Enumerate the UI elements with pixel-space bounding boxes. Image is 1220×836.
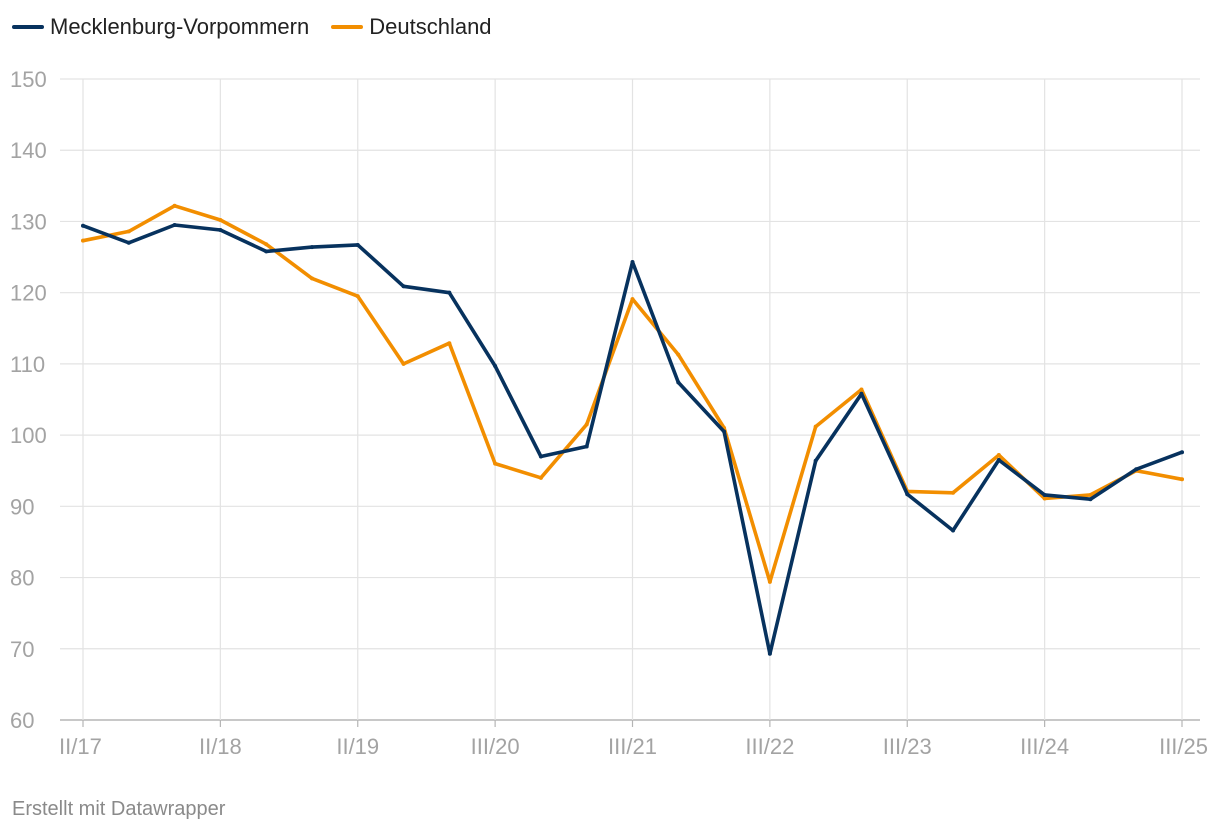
x-tick-label-ii-17: II/17 [59,734,102,759]
data-point-mecklenburg-vorpommern-0 [81,223,85,228]
y-tick-label-130: 130 [10,209,47,234]
data-point-deutschland-9 [493,461,498,466]
data-point-deutschland-22 [1088,492,1093,497]
data-point-mecklenburg-vorpommern-4 [264,249,269,254]
data-point-deutschland-19 [951,490,956,495]
data-point-mecklenburg-vorpommern-24 [1180,450,1184,455]
data-point-mecklenburg-vorpommern-18 [905,492,910,497]
data-point-deutschland-5 [309,276,314,281]
x-axis-labels: II/17 II/18 II/19 III/20 III/21 III/22 III/23 I… [59,734,1208,759]
data-point-deutschland-21 [1042,496,1047,501]
legend-item-deutschland: Deutschland [331,14,492,40]
data-point-mecklenburg-vorpommern-22 [1088,497,1093,502]
data-point-mecklenburg-vorpommern-1 [126,240,131,245]
data-point-mecklenburg-vorpommern-15 [767,651,772,656]
data-point-deutschland-20 [996,453,1001,458]
legend-swatch-deutschland [331,25,364,29]
y-tick-label-120: 120 [10,281,47,306]
data-point-deutschland-2 [172,203,177,208]
y-tick-label-70: 70 [10,637,34,662]
legend-label-mecklenburg-vorpommern: Mecklenburg-Vorpommern [50,14,310,39]
y-tick-label-80: 80 [10,566,34,591]
data-point-deutschland-8 [447,341,452,346]
datawrapper-credit: Erstellt mit Datawrapper [12,798,226,820]
y-tick-label-140: 140 [10,138,47,163]
data-point-deutschland-12 [630,297,635,302]
data-point-deutschland-11 [584,422,589,427]
data-point-deutschland-17 [859,387,864,392]
x-tick-label-iii-23: III/23 [883,734,932,759]
data-point-deutschland-4 [264,242,269,247]
legend-swatch-mecklenburg-vorpommern [12,25,44,29]
data-point-deutschland-1 [126,229,131,234]
data-point-mecklenburg-vorpommern-21 [1042,492,1047,497]
data-point-deutschland-3 [218,218,223,223]
data-point-deutschland-13 [676,352,681,357]
data-point-mecklenburg-vorpommern-17 [859,391,864,396]
data-point-mecklenburg-vorpommern-8 [447,290,452,295]
data-point-deutschland-10 [538,475,543,480]
data-point-mecklenburg-vorpommern-23 [1134,467,1139,472]
x-tick-label-iii-22: III/22 [745,734,794,759]
x-tick-label-iii-25: III/25 [1159,734,1208,759]
series-mecklenburg-vorpommern [81,223,1184,656]
data-point-mecklenburg-vorpommern-19 [951,528,956,533]
data-point-mecklenburg-vorpommern-3 [218,227,223,232]
data-point-deutschland-16 [813,424,818,429]
data-point-mecklenburg-vorpommern-9 [493,364,498,369]
y-tick-label-100: 100 [10,423,47,448]
data-point-mecklenburg-vorpommern-5 [309,245,314,250]
data-point-mecklenburg-vorpommern-20 [996,458,1001,463]
data-point-mecklenburg-vorpommern-14 [722,429,727,434]
x-gridlines [82,79,1183,727]
x-tick-label-iii-24: III/24 [1020,734,1069,759]
data-point-mecklenburg-vorpommern-11 [584,444,589,449]
x-tick-label-iii-21: III/21 [608,734,657,759]
y-tick-label-90: 90 [10,494,34,519]
y-tick-label-60: 60 [10,708,34,733]
legend-label-deutschland: Deutschland [369,14,492,39]
x-tick-label-iii-20: III/20 [471,734,520,759]
x-tick-label-ii-19: II/19 [336,734,379,759]
data-point-deutschland-24 [1180,477,1184,482]
data-point-mecklenburg-vorpommern-13 [676,380,681,385]
data-point-deutschland-7 [401,361,406,366]
legend-item-mecklenburg-vorpommern: Mecklenburg-Vorpommern [12,14,309,40]
data-point-mecklenburg-vorpommern-12 [630,260,635,265]
data-point-deutschland-0 [81,238,85,243]
y-tick-label-110: 110 [10,352,45,377]
data-point-mecklenburg-vorpommern-6 [355,242,360,247]
x-tick-label-ii-18: II/18 [199,734,242,759]
y-tick-label-150: 150 [10,67,47,92]
chart-legend: Mecklenburg-Vorpommern Deutschland [12,14,492,40]
series-lines [81,203,1184,656]
y-gridlines [60,78,1200,721]
data-point-mecklenburg-vorpommern-7 [401,284,406,289]
data-point-deutschland-6 [355,294,360,299]
data-point-mecklenburg-vorpommern-2 [172,223,177,228]
data-point-mecklenburg-vorpommern-16 [813,458,818,463]
y-axis-labels: 150 140 130 120 110 100 90 80 70 60 [10,67,47,733]
data-point-deutschland-15 [767,579,772,584]
data-point-mecklenburg-vorpommern-10 [538,454,543,459]
